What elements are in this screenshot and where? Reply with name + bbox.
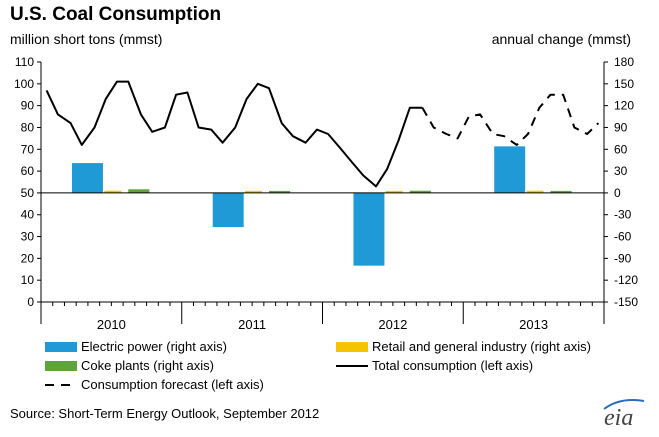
lines-layer: [45, 80, 600, 188]
right-tick-label: 180: [614, 55, 634, 69]
bar-coke-2010: [128, 189, 150, 193]
right-tick-label: -150: [614, 295, 638, 309]
legend-swatch: [45, 342, 77, 352]
legend-label: Electric power (right axis): [81, 339, 227, 354]
bar-coke-2013: [550, 190, 572, 193]
legend-label: Total consumption (left axis): [372, 358, 533, 373]
left-tick-label: 110: [15, 55, 34, 69]
left-axis-label: million short tons (mmst): [10, 31, 163, 47]
left-tick-label: 70: [21, 142, 35, 156]
bar-retail-2011: [245, 190, 262, 193]
year-label: 2012: [378, 317, 407, 332]
right-tick-label: -120: [614, 273, 638, 287]
left-tick-label: 50: [21, 186, 35, 200]
axes-layer: 0 10 20 30 40 50 60 70 80 90 100 110 -150 -120 -90 -60 -…: [14, 55, 638, 332]
bar-retail-2013: [526, 190, 544, 193]
legend: Electric power (right axis) Retail and ge…: [45, 339, 591, 392]
left-tick-label: 10: [21, 273, 35, 287]
right-tick-label: 120: [614, 99, 634, 113]
bar-electric-2013: [494, 146, 526, 193]
right-axis-label: annual change (mmst): [491, 31, 631, 47]
left-tick-label: 30: [21, 230, 35, 244]
total-consumption-line: [45, 80, 423, 188]
right-tick-label: 30: [614, 164, 628, 178]
eia-logo: eia: [603, 399, 645, 429]
year-label: 2011: [238, 317, 266, 332]
right-tick-label: -30: [614, 208, 632, 222]
bars-layer: [71, 146, 572, 266]
bar-electric-2010: [71, 163, 103, 193]
left-tick-label: 90: [21, 99, 35, 113]
left-tick-label: 0: [27, 295, 34, 309]
legend-swatch: [45, 361, 77, 371]
bar-coke-2012: [409, 190, 431, 193]
legend-swatch: [336, 342, 368, 352]
bar-retail-2010: [104, 190, 122, 193]
right-tick-label: 90: [614, 120, 628, 134]
legend-label: Consumption forecast (left axis): [81, 377, 264, 392]
right-tick-label: -90: [614, 251, 632, 265]
left-tick-label: 20: [21, 251, 35, 265]
right-tick-label: 60: [614, 142, 628, 156]
right-tick-label: -60: [614, 230, 632, 244]
left-tick-label: 60: [21, 164, 35, 178]
eia-logo-swoosh: [603, 399, 645, 410]
bar-retail-2012: [385, 190, 403, 193]
source-note: Source: Short-Term Energy Outlook, Septe…: [10, 406, 320, 421]
left-tick-label: 40: [21, 208, 35, 222]
year-label: 2010: [97, 317, 126, 332]
left-tick-label: 100: [14, 77, 34, 91]
left-tick-label: 80: [21, 120, 35, 134]
chart-title: U.S. Coal Consumption: [10, 4, 222, 25]
bar-electric-2011: [212, 192, 244, 228]
bar-coke-2011: [269, 190, 291, 193]
forecast-line: [421, 93, 600, 146]
eia-logo-text: eia: [604, 405, 633, 429]
bar-electric-2012: [353, 192, 385, 266]
right-tick-label: 0: [614, 186, 621, 200]
legend-label: Coke plants (right axis): [81, 358, 214, 373]
right-tick-label: 150: [614, 77, 634, 91]
year-label: 2013: [519, 317, 548, 332]
legend-label: Retail and general industry (right axis): [372, 339, 591, 354]
